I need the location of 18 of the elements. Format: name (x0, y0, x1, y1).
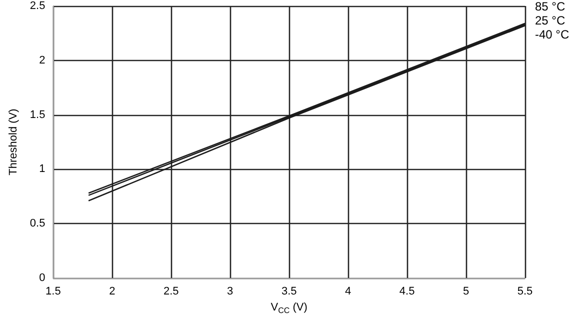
y-tick-label: 0.5 (30, 218, 46, 230)
x-tick-label: 5.5 (517, 286, 533, 298)
y-axis-title: Threshold (V) (8, 108, 20, 176)
series-label: 25 °C (535, 13, 566, 28)
x-tick-label: 5 (462, 286, 470, 298)
x-tick-label: 2.5 (163, 286, 179, 298)
y-tick-label: 0 (39, 272, 46, 284)
x-tick-label: 2 (109, 286, 116, 298)
x-tick-label: 3 (227, 286, 234, 298)
y-tick-label: 2 (39, 54, 46, 66)
x-tick-label: 4 (345, 286, 352, 298)
series-label: -40 °C (535, 28, 570, 42)
x-tick-label: 4.5 (399, 286, 415, 298)
series-label: 85 °C (535, 0, 566, 14)
y-tick-label: 1.5 (30, 108, 46, 121)
x-tick-label: 3.5 (281, 286, 297, 298)
y-tick-label: 1 (39, 163, 46, 176)
y-tick-label: 2.5 (30, 0, 46, 12)
